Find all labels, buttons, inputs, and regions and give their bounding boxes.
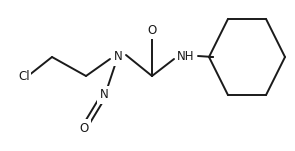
Text: NH: NH bbox=[177, 50, 195, 64]
Text: O: O bbox=[148, 24, 157, 37]
Text: Cl: Cl bbox=[18, 69, 30, 82]
Text: N: N bbox=[114, 50, 122, 64]
Text: O: O bbox=[79, 122, 88, 135]
Text: N: N bbox=[100, 88, 108, 101]
